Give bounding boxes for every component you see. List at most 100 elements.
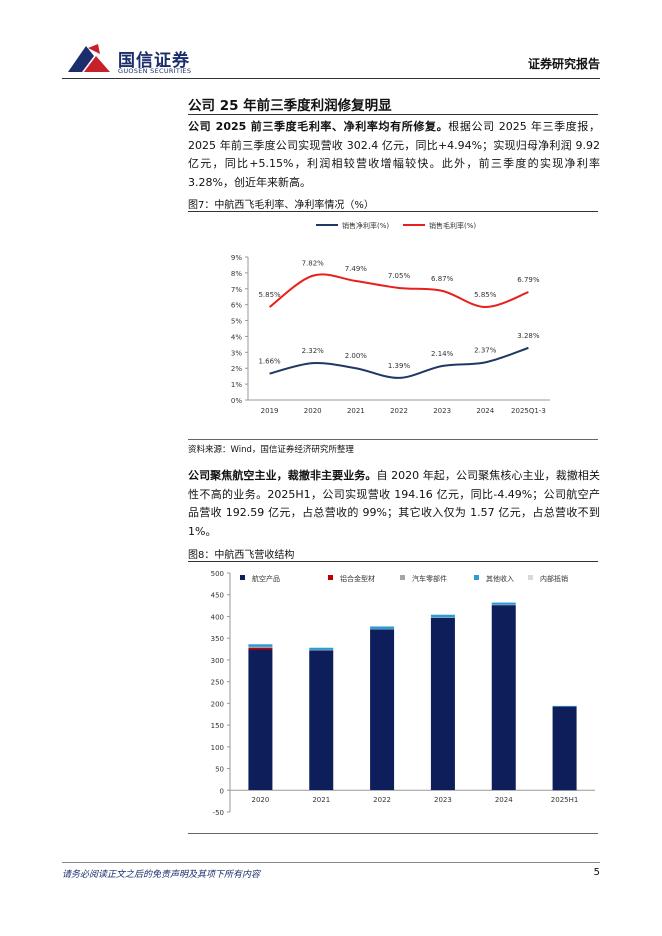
figure-rule: [188, 439, 598, 440]
y-tick-label: 5%: [231, 318, 242, 326]
data-label: 2.37%: [474, 346, 497, 354]
data-label: 1.66%: [258, 358, 281, 366]
logo-mark: [68, 44, 110, 72]
y-tick-label: 3%: [231, 349, 242, 357]
logo-subtext: GUOSEN SECURITIES: [118, 67, 192, 75]
x-tick-label: 2021: [312, 796, 330, 804]
x-tick-label: 2023: [433, 407, 451, 415]
data-label: 2.32%: [302, 347, 325, 355]
figure-rule: [188, 211, 598, 212]
bar-segment: [370, 629, 395, 791]
bar-segment: [491, 605, 516, 791]
data-label: 7.05%: [388, 272, 411, 280]
bar-segment: [430, 617, 455, 791]
section-title: 公司 25 年前三季度利润修复明显: [188, 98, 392, 114]
data-label: 5.85%: [258, 291, 281, 299]
x-tick-label: 2024: [495, 796, 513, 804]
x-tick-label: 2021: [347, 407, 365, 415]
y-tick-label: 0: [220, 787, 224, 795]
figure-title: 图7：中航西飞毛利率、净利率情况（%）: [188, 200, 374, 211]
bar-segment: [309, 647, 334, 650]
legend-label: 其他收入: [486, 574, 514, 583]
y-tick-label: 400: [211, 613, 224, 621]
x-tick-label: 2023: [434, 796, 452, 804]
y-tick-label: 2%: [231, 365, 242, 373]
y-tick-label: 0%: [231, 397, 242, 405]
figure-title: 图8：中航西飞营收结构: [188, 550, 295, 561]
chart: -50 0 50 100 150 200 250 300 350 400 450 500 2020 202…: [211, 570, 595, 817]
legend-swatch: [474, 575, 479, 580]
y-tick-label: 250: [211, 679, 224, 687]
paragraph-lead: 公司聚焦航空主业，裁撤非主要业务。: [188, 469, 377, 482]
data-label: 3.28%: [517, 332, 540, 340]
footer-disclaimer: 请务必阅读正文之后的免责声明及其项下所有内容: [62, 870, 261, 880]
report-type: 证券研究报告: [527, 57, 600, 71]
paragraph: 公司 2025 前三季度毛利率、净利率均有所修复。根据公司 2025 年三季度报…: [188, 118, 600, 192]
bar-segment: [552, 705, 577, 707]
bar-segment: [370, 626, 395, 630]
figure-rule: [188, 833, 598, 834]
chart: 0% 1% 2% 3% 4% 5% 6% 7% 8% 9% 2019 2020 2021 2022 2023…: [231, 221, 550, 415]
data-label: 2.00%: [345, 352, 368, 360]
y-tick-label: 8%: [231, 270, 242, 278]
legend-swatch: [528, 575, 533, 580]
y-tick-label: 200: [211, 700, 224, 708]
bar-segment: [248, 646, 273, 648]
x-tick-label: 2022: [390, 407, 408, 415]
page-number: 5: [593, 867, 600, 878]
data-label: 5.85%: [474, 291, 497, 299]
bar-segment: [552, 706, 577, 791]
line: [268, 273, 529, 309]
legend-swatch: [400, 575, 405, 580]
data-label: 6.79%: [517, 276, 540, 284]
bar-segment: [248, 647, 273, 650]
logo-text: 国信证券: [118, 51, 190, 71]
x-tick-label: 2025H1: [551, 796, 579, 804]
legend-label: 内部抵销: [540, 574, 568, 583]
bar-segment: [309, 650, 334, 791]
data-label: 2.14%: [431, 350, 454, 358]
y-tick-label: 4%: [231, 333, 242, 341]
paragraph-text: 根据公司 2025 年三季度报，2025 年前三季度公司实现营收 302.4 亿…: [188, 120, 600, 189]
x-tick-label: 2020: [252, 796, 270, 804]
x-tick-label: 2019: [261, 407, 279, 415]
y-tick-label: 9%: [231, 254, 242, 262]
data-label: 7.49%: [345, 265, 368, 273]
section-rule: [188, 114, 598, 115]
x-tick-label: 2025Q1-3: [511, 407, 546, 415]
legend-label: 汽车零部件: [412, 574, 447, 583]
y-tick-label: 450: [211, 592, 224, 600]
legend-label: 铝合金型材: [340, 574, 375, 583]
figure-rule: [188, 561, 598, 562]
legend-label: 销售毛利率(%): [429, 221, 476, 230]
paragraph: 公司聚焦航空主业，裁撤非主要业务。自 2020 年起，公司聚焦核心主业，裁撤相关…: [188, 467, 600, 541]
y-tick-label: 1%: [231, 381, 242, 389]
y-tick-label: 7%: [231, 286, 242, 294]
data-label: 1.39%: [388, 362, 411, 370]
figure-source: 资料来源：Wind，国信证券经济研究所整理: [188, 445, 354, 455]
footer-rule: [62, 862, 600, 863]
line: [269, 346, 529, 379]
bar-segment: [430, 614, 455, 618]
y-tick-label: 150: [211, 722, 224, 730]
y-tick-label: 50: [215, 766, 224, 774]
bar-segment: [248, 644, 273, 647]
y-tick-label: 100: [211, 744, 224, 752]
data-label: 6.87%: [431, 275, 454, 283]
paragraph-lead: 公司 2025 前三季度毛利率、净利率均有所修复。: [188, 120, 449, 133]
paragraph-text: 自 2020 年起，公司聚焦核心主业，裁撤相关性不高的业务。2025H1，公司实…: [188, 469, 600, 538]
header-rule: [62, 78, 600, 79]
legend-label: 航空产品: [252, 574, 280, 583]
legend-label: 销售净利率(%): [342, 221, 389, 230]
y-tick-label: 6%: [231, 302, 242, 310]
x-tick-label: 2024: [476, 407, 494, 415]
bar-segment: [248, 649, 273, 791]
y-tick-label: -50: [213, 809, 224, 817]
legend-swatch: [328, 575, 333, 580]
x-tick-label: 2022: [373, 796, 391, 804]
bar-segment: [491, 602, 516, 605]
data-label: 7.82%: [302, 260, 325, 268]
y-tick-label: 500: [211, 570, 224, 578]
x-tick-label: 2020: [304, 407, 322, 415]
y-tick-label: 350: [211, 635, 224, 643]
